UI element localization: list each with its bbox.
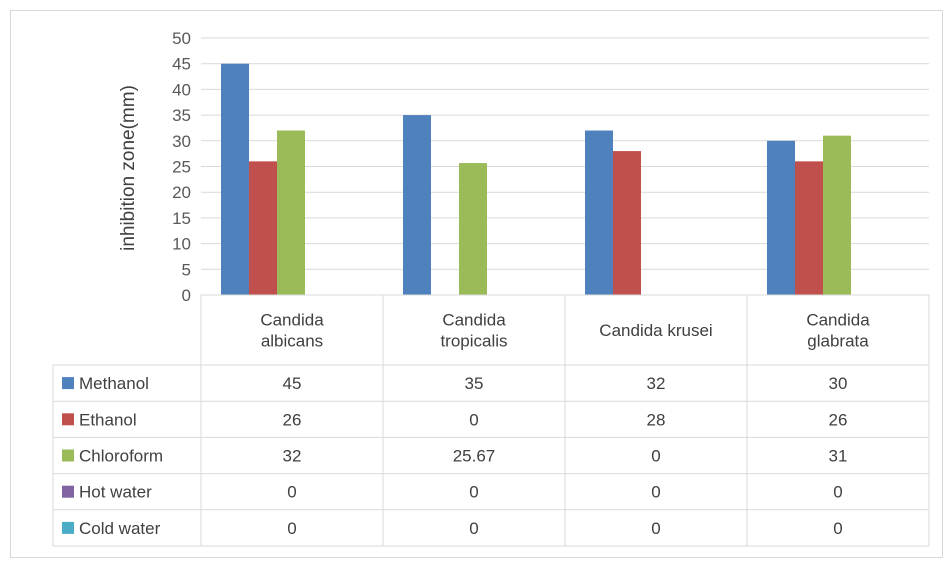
legend-key-cold-water: [62, 521, 74, 534]
x-category-label: albicans: [261, 332, 323, 351]
bar-methanol: [585, 130, 613, 295]
table-cell-value: 0: [651, 447, 660, 466]
legend-label: Methanol: [79, 374, 149, 393]
bar-methanol: [767, 140, 795, 295]
table-cell-value: 0: [651, 519, 660, 538]
bars: [221, 63, 851, 296]
legend-key-chloroform: [62, 449, 74, 462]
y-tick-label: 40: [172, 80, 191, 99]
y-tick-label: 35: [172, 106, 191, 125]
bar-methanol: [403, 115, 431, 295]
table-cell-value: 0: [469, 519, 478, 538]
y-tick-label: 0: [182, 286, 191, 305]
table-cell-value: 0: [287, 519, 296, 538]
bar-ethanol: [613, 151, 641, 295]
table-cell-value: 0: [651, 483, 660, 502]
bar-chloroform: [823, 135, 851, 295]
y-tick-label: 30: [172, 132, 191, 151]
table-cell-value: 0: [833, 519, 842, 538]
table-cell-value: 45: [283, 374, 302, 393]
table-cell-value: 32: [283, 447, 302, 466]
table-cell-value: 30: [829, 374, 848, 393]
legend-key-hot-water: [62, 485, 74, 498]
x-category-label: Candida: [806, 311, 870, 330]
legend-label: Hot water: [79, 483, 152, 502]
y-tick-label: 15: [172, 209, 191, 228]
y-axis-title: inhibition zone(mm): [118, 85, 139, 251]
legend-label: Cold water: [79, 519, 161, 538]
x-category-label: Candida: [442, 311, 506, 330]
table-cell-value: 31: [829, 447, 848, 466]
y-tick-label: 50: [172, 29, 191, 48]
table-cell-value: 26: [283, 410, 302, 429]
data-table: Candida albicans Candida tropicalis Candida …: [52, 294, 930, 547]
table-cell-value: 0: [833, 483, 842, 502]
bar-ethanol: [795, 161, 823, 295]
table-cell-value: 0: [469, 410, 478, 429]
table-cell-value: 0: [469, 483, 478, 502]
y-tick-label: 20: [172, 183, 191, 202]
bar-chloroform: [277, 130, 305, 295]
y-tick-label: 25: [172, 158, 191, 177]
x-category-label: tropicalis: [440, 332, 507, 351]
chart-frame: [10, 10, 943, 558]
bar-ethanol: [249, 161, 277, 295]
bar-chloroform: [459, 163, 487, 295]
y-tick-label: 45: [172, 55, 191, 74]
bar-methanol: [221, 63, 249, 296]
y-axis: 0 5 10 15 20 25 30 35 40 45 50: [172, 29, 191, 305]
legend-key-methanol: [62, 377, 74, 390]
legend-label: Chloroform: [79, 447, 163, 466]
x-category-label: glabrata: [807, 332, 869, 351]
table-cell-value: 35: [465, 374, 484, 393]
legend-label: Ethanol: [79, 410, 137, 429]
y-tick-label: 5: [182, 260, 191, 279]
x-category-label: Candida krusei: [599, 321, 712, 340]
y-tick-label: 10: [172, 235, 191, 254]
table-cell-value: 32: [647, 374, 666, 393]
table-cell-value: 25.67: [453, 447, 496, 466]
table-cell-value: 28: [647, 410, 666, 429]
x-category-label: Candida: [260, 311, 324, 330]
table-cell-value: 0: [287, 483, 296, 502]
legend-key-ethanol: [62, 413, 74, 426]
table-cell-value: 26: [829, 410, 848, 429]
